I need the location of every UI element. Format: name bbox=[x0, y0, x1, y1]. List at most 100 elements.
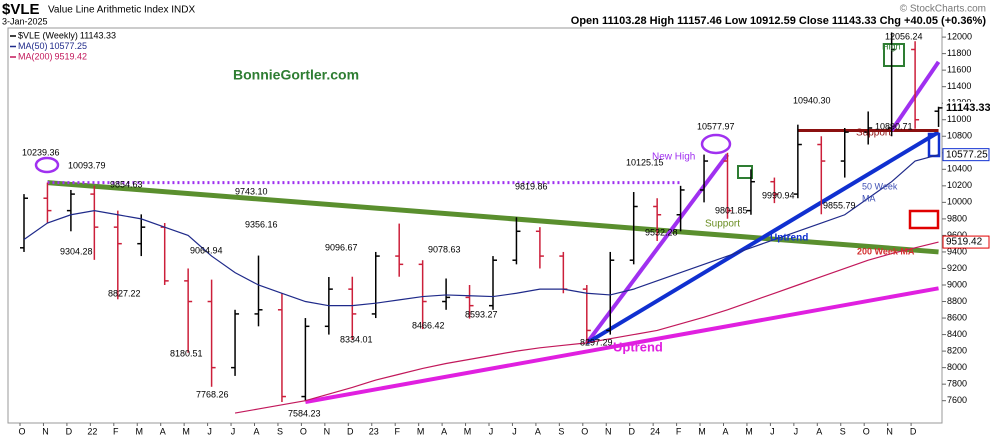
x-tick-label: N bbox=[324, 426, 331, 436]
price-label: 8827.22 bbox=[108, 288, 141, 298]
legend-value: 10577.25 bbox=[50, 41, 88, 51]
annotation: New High bbox=[652, 152, 695, 163]
y-tick-label: 9200 bbox=[947, 263, 967, 273]
x-tick-label: J bbox=[489, 426, 494, 436]
x-tick-label: M bbox=[464, 426, 472, 436]
y-tick-label: 9800 bbox=[947, 213, 967, 223]
y-tick-label: 9000 bbox=[947, 279, 967, 289]
plot-frame bbox=[7, 27, 943, 424]
x-tick-label: J bbox=[770, 426, 775, 436]
x-tick-label: F bbox=[676, 426, 682, 436]
price-label: 9532.28 bbox=[645, 227, 678, 237]
price-label: 8593.27 bbox=[465, 309, 498, 319]
x-tick-label: A bbox=[722, 426, 728, 436]
x-tick-label: O bbox=[863, 426, 870, 436]
x-tick-label: M bbox=[417, 426, 425, 436]
x-tick-label: N bbox=[605, 426, 612, 436]
price-label: 9064.94 bbox=[190, 245, 223, 255]
x-tick-label: 22 bbox=[87, 426, 97, 436]
price-label: 10239.36 bbox=[22, 147, 60, 157]
y-tick-label: 12000 bbox=[947, 31, 972, 41]
legend-label: MA(50) bbox=[18, 41, 48, 51]
price-label: 12056.24 bbox=[885, 31, 923, 41]
value-tag: 9519.42 bbox=[946, 237, 983, 248]
highlight-ellipse bbox=[700, 133, 732, 155]
value-tag-box bbox=[942, 148, 990, 162]
price-label: 10940.30 bbox=[793, 95, 831, 105]
highlight-ellipse bbox=[34, 156, 60, 174]
x-tick-label: M bbox=[745, 426, 753, 436]
x-tick-label: M bbox=[698, 426, 706, 436]
price-label: 8297.29 bbox=[580, 337, 613, 347]
price-label: 10577.97 bbox=[697, 121, 735, 131]
symbol: $VLE bbox=[2, 1, 40, 18]
price-label: 9819.86 bbox=[515, 181, 548, 191]
x-tick-label: M bbox=[182, 426, 190, 436]
legend-label: MA(200) bbox=[18, 51, 53, 61]
x-tick-label: O bbox=[581, 426, 588, 436]
x-tick-label: 24 bbox=[650, 426, 660, 436]
quote: Open 11103.28 High 11157.46 Low 10912.59… bbox=[571, 15, 987, 27]
y-tick-label: 10800 bbox=[947, 131, 972, 141]
value-tag: 10577.25 bbox=[946, 149, 988, 160]
legend-label: $VLE (Weekly) bbox=[18, 30, 78, 40]
annotation: 50 Week bbox=[862, 181, 898, 191]
x-tick-label: A bbox=[816, 426, 822, 436]
x-tick-label: A bbox=[535, 426, 541, 436]
price-label: 9854.63 bbox=[110, 179, 143, 189]
y-tick-label: 11400 bbox=[947, 81, 971, 91]
y-tick-label: 8800 bbox=[947, 296, 967, 306]
highlight-box bbox=[737, 165, 753, 179]
y-tick-label: 9400 bbox=[947, 246, 967, 256]
x-tick-label: S bbox=[277, 426, 283, 436]
annotation: High bbox=[882, 41, 901, 51]
y-tick-label: 8200 bbox=[947, 345, 967, 355]
legend-value: 9519.42 bbox=[55, 51, 88, 61]
value-tag-box bbox=[942, 235, 990, 249]
y-tick-label: 7800 bbox=[947, 379, 967, 389]
price-label: 8466.42 bbox=[412, 320, 445, 330]
price-label: 9855.79 bbox=[823, 200, 856, 210]
x-tick-label: S bbox=[558, 426, 564, 436]
price-label: 9801.85 bbox=[715, 205, 748, 215]
value-tag: 11143.33 bbox=[946, 102, 990, 114]
highlight-box bbox=[908, 209, 940, 230]
x-tick-label: N bbox=[42, 426, 49, 436]
price-label: 9304.28 bbox=[60, 246, 93, 256]
credit: © StockCharts.com bbox=[900, 4, 986, 15]
x-tick-label: O bbox=[18, 426, 25, 436]
y-tick-label: 11800 bbox=[947, 48, 971, 58]
x-tick-label: O bbox=[300, 426, 307, 436]
y-tick-label: 11600 bbox=[947, 65, 971, 75]
y-tick-label: 7600 bbox=[947, 395, 967, 405]
annotation: Uptrend bbox=[613, 339, 663, 354]
date: 3-Jan-2025 bbox=[2, 16, 48, 26]
value-tag-box bbox=[943, 101, 989, 114]
price-label: 10125.15 bbox=[626, 157, 664, 167]
price-label: 8334.01 bbox=[340, 334, 373, 344]
x-tick-label: D bbox=[347, 426, 354, 436]
price-label: 9356.16 bbox=[245, 219, 278, 229]
price-label: 9078.63 bbox=[428, 244, 461, 254]
price-label: 9743.10 bbox=[235, 186, 268, 196]
annotation: Support bbox=[856, 128, 891, 139]
x-tick-label: F bbox=[394, 426, 400, 436]
x-tick-label: S bbox=[840, 426, 846, 436]
x-tick-label: N bbox=[886, 426, 893, 436]
x-tick-label: D bbox=[910, 426, 917, 436]
x-tick-label: F bbox=[113, 426, 119, 436]
x-tick-label: J bbox=[231, 426, 236, 436]
y-tick-label: 10400 bbox=[947, 164, 972, 174]
y-tick-label: 9600 bbox=[947, 230, 967, 240]
y-tick-label: 11000 bbox=[947, 114, 971, 124]
annotation: BonnieGortler.com bbox=[233, 67, 359, 83]
x-tick-label: D bbox=[66, 426, 73, 436]
legend-value: 11143.33 bbox=[80, 30, 116, 40]
trendline bbox=[585, 130, 940, 345]
y-tick-label: 10000 bbox=[947, 197, 972, 207]
price-label: 8180.51 bbox=[170, 348, 203, 358]
x-tick-label: M bbox=[136, 426, 144, 436]
trendline bbox=[305, 286, 939, 404]
price-label: 10890.71 bbox=[875, 121, 913, 131]
